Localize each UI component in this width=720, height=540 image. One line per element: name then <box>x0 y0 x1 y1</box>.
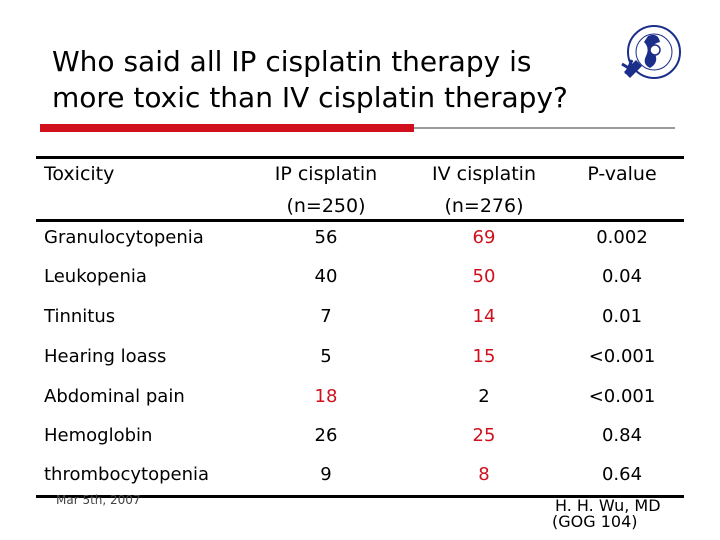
table-bottom-rule <box>36 495 684 498</box>
header-iv-label: IV cisplatin <box>431 163 537 185</box>
row-iv-value: 25 <box>472 425 496 446</box>
row-iv-value: 8 <box>478 464 490 485</box>
row-toxicity-name: Tinnitus <box>44 306 116 327</box>
title-accent-bar <box>40 124 414 132</box>
row-p-value: 0.002 <box>596 227 648 248</box>
row-toxicity-name: Leukopenia <box>44 266 147 287</box>
table-top-rule <box>36 156 684 159</box>
table-header-rule <box>36 219 684 222</box>
header-toxicity: Toxicity <box>44 163 115 185</box>
header-ip-label: IP cisplatin <box>274 163 378 185</box>
header-ip-cisplatin: IP cisplatin (n=250) <box>250 158 402 222</box>
footer-source: (GOG 104) <box>552 512 638 531</box>
row-iv-value: 14 <box>472 306 496 327</box>
row-p-value: 0.84 <box>601 425 643 446</box>
header-iv-n: (n=276) <box>444 195 524 217</box>
header-iv-cisplatin: IV cisplatin (n=276) <box>408 158 560 222</box>
row-ip-value: 40 <box>314 266 338 287</box>
row-iv-value: 2 <box>478 386 490 407</box>
row-ip-value: 5 <box>320 346 332 367</box>
slide-title: Who said all IP cisplatin therapy is mor… <box>52 44 632 116</box>
row-p-value: 0.04 <box>601 266 643 287</box>
row-p-value: <0.001 <box>588 346 656 367</box>
row-toxicity-name: Hearing loass <box>44 346 167 367</box>
row-ip-value: 7 <box>320 306 332 327</box>
row-iv-value: 50 <box>472 266 496 287</box>
row-ip-value: 18 <box>314 386 338 407</box>
row-ip-value: 26 <box>314 425 338 446</box>
row-iv-value: 69 <box>472 227 496 248</box>
header-ip-n: (n=250) <box>286 195 366 217</box>
header-p-value: P-value <box>587 163 657 185</box>
footer-date: Mar 5th, 2007 <box>56 493 141 507</box>
title-line-1: Who said all IP cisplatin therapy is <box>52 45 532 78</box>
row-p-value: 0.01 <box>601 306 643 327</box>
row-p-value: 0.64 <box>601 464 643 485</box>
row-toxicity-name: Abdominal pain <box>44 386 185 407</box>
row-toxicity-name: Granulocytopenia <box>44 227 204 248</box>
row-iv-value: 15 <box>472 346 496 367</box>
row-p-value: <0.001 <box>588 386 656 407</box>
title-line-2: more toxic than IV cisplatin therapy? <box>52 81 568 114</box>
footer-author: H. H. Wu, MD <box>555 496 661 515</box>
row-toxicity-name: thrombocytopenia <box>44 464 210 485</box>
institution-seal-icon <box>621 25 681 79</box>
row-ip-value: 56 <box>314 227 338 248</box>
row-ip-value: 9 <box>320 464 332 485</box>
row-toxicity-name: Hemoglobin <box>44 425 153 446</box>
